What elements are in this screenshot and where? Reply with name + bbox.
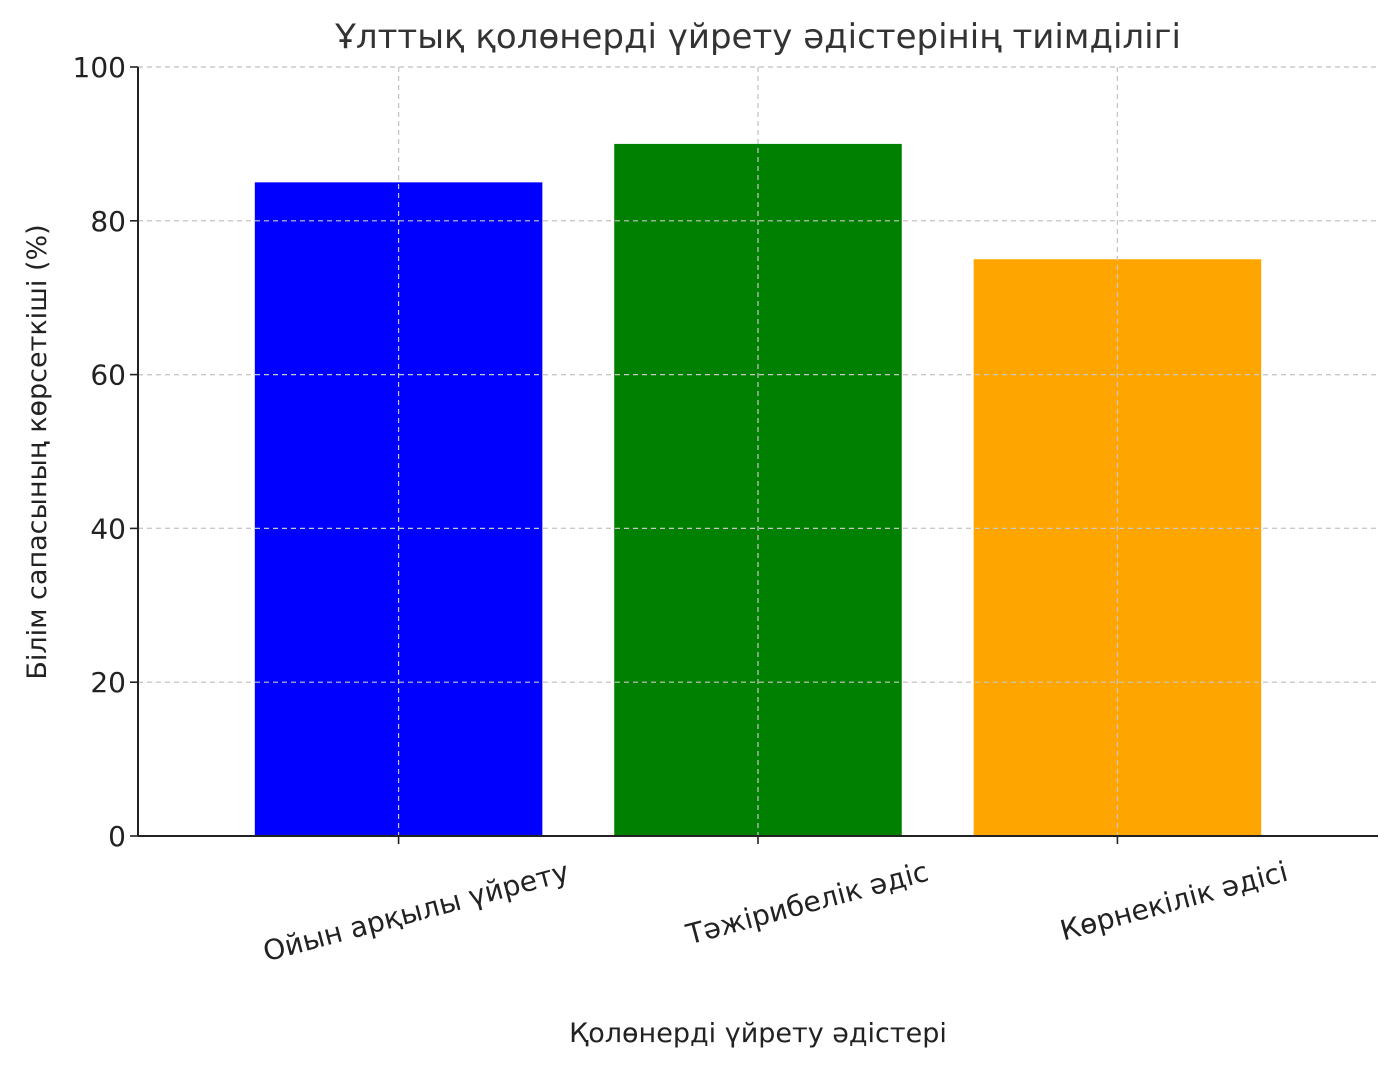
x-tick-label: Көрнекілік әдісі: [1057, 855, 1292, 947]
y-tick-label: 80: [90, 205, 126, 238]
y-tick-label: 0: [108, 820, 126, 853]
y-tick-label: 40: [90, 512, 126, 545]
y-ticks: 0 20 40 60 80 100: [73, 51, 138, 853]
y-tick-label: 60: [90, 359, 126, 392]
y-axis-label: Білім сапасының көрсеткіші (%): [22, 224, 53, 679]
x-tick-label: Тәжірибелік әдіс: [682, 855, 932, 952]
bars: [138, 66, 1378, 837]
x-axis-label: Қолөнерді үйрету әдістері: [569, 1018, 947, 1049]
x-ticks: Ойын арқылы үйрету Тәжірибелік әдіс Көрнек…: [260, 836, 1292, 968]
y-tick-label: 100: [73, 51, 126, 84]
y-tick-label: 20: [90, 666, 126, 699]
chart-title: Ұлттық қолөнерді үйрету әдістерінің тиім…: [334, 17, 1181, 57]
x-tick-label: Ойын арқылы үйрету: [260, 855, 573, 968]
